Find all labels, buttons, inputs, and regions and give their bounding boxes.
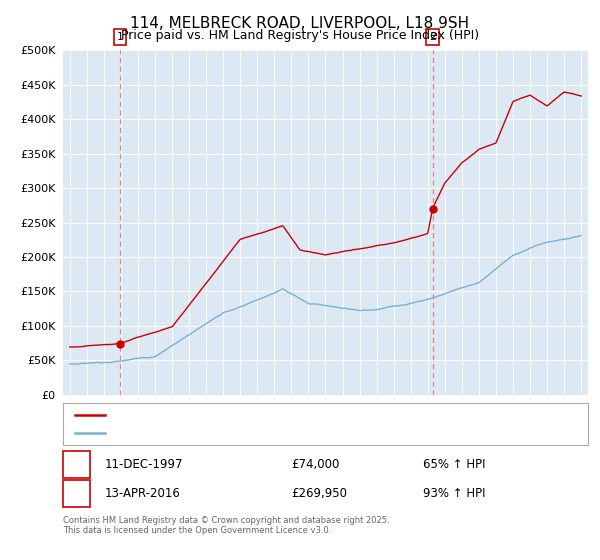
Text: £269,950: £269,950 bbox=[291, 487, 347, 501]
Text: 11-DEC-1997: 11-DEC-1997 bbox=[105, 458, 184, 471]
Text: 65% ↑ HPI: 65% ↑ HPI bbox=[423, 458, 485, 471]
Text: 1: 1 bbox=[116, 32, 124, 42]
Text: £74,000: £74,000 bbox=[291, 458, 340, 471]
Text: Contains HM Land Registry data © Crown copyright and database right 2025.
This d: Contains HM Land Registry data © Crown c… bbox=[63, 516, 389, 535]
Text: 114, MELBRECK ROAD, LIVERPOOL, L18 9SH (semi-detached house): 114, MELBRECK ROAD, LIVERPOOL, L18 9SH (… bbox=[111, 410, 484, 420]
Text: 114, MELBRECK ROAD, LIVERPOOL, L18 9SH: 114, MELBRECK ROAD, LIVERPOOL, L18 9SH bbox=[130, 16, 470, 31]
Text: 93% ↑ HPI: 93% ↑ HPI bbox=[423, 487, 485, 501]
Text: 2: 2 bbox=[429, 32, 436, 42]
Text: 2: 2 bbox=[73, 487, 80, 501]
Text: HPI: Average price, semi-detached house, Liverpool: HPI: Average price, semi-detached house,… bbox=[111, 428, 394, 438]
Text: 13-APR-2016: 13-APR-2016 bbox=[105, 487, 181, 501]
Text: Price paid vs. HM Land Registry's House Price Index (HPI): Price paid vs. HM Land Registry's House … bbox=[121, 29, 479, 42]
Text: 1: 1 bbox=[73, 458, 80, 471]
